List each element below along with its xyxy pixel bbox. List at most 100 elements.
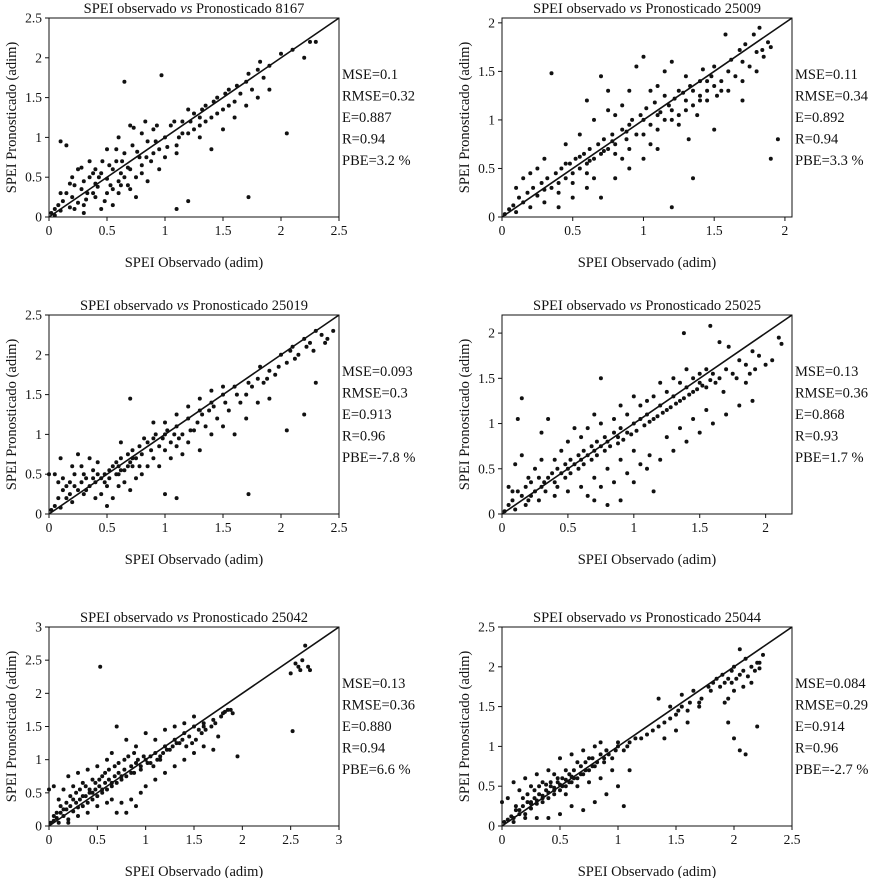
data-point [662,69,667,74]
data-point [536,475,541,480]
data-point [625,744,630,749]
data-point [91,468,96,473]
data-point [98,664,103,669]
data-point [84,197,89,202]
stat-line: R=0.93 [795,429,838,445]
data-point [76,167,80,172]
data-point [56,480,61,485]
data-point [523,503,528,507]
x-tick-label: 2.5 [784,832,801,847]
data-point [776,335,781,340]
data-point [128,187,133,192]
data-point [128,488,133,493]
data-point [64,800,69,805]
data-point [598,752,603,757]
data-point [544,782,549,787]
data-point [186,131,191,136]
data-point [313,39,318,44]
data-point [517,195,521,200]
data-point [529,784,533,789]
plot-frame [48,314,340,515]
data-point [145,179,150,184]
x-tick-label: 0.5 [89,832,106,847]
data-point [159,73,164,78]
data-point [279,51,283,56]
data-point [230,711,235,716]
title-station: Pronosticado 25019 [189,298,308,314]
data-point [664,435,669,440]
data-point [61,787,66,792]
data-point [664,389,669,394]
data-point [510,489,515,494]
data-point [87,484,92,489]
data-point [319,332,324,337]
data-point [110,167,115,172]
data-point [201,744,206,749]
data-point [583,760,588,765]
data-point [102,480,107,485]
data-point [106,767,111,772]
data-point [215,416,220,421]
data-point [137,155,142,160]
data-point [662,720,667,725]
data-point [602,448,607,453]
data-point [533,489,537,494]
data-point [656,696,661,701]
data-point [513,804,518,809]
data-point [585,493,590,498]
data-point [81,492,86,497]
data-point [192,428,196,433]
chart-title: SPEI observado vs Pronosticado 25025 [533,298,761,314]
data-point [197,396,202,401]
data-point [598,484,603,489]
data-point [715,93,719,98]
data-point [265,376,270,381]
y-tick-label: 2.5 [25,653,42,668]
data-point [528,171,533,176]
data-point [76,200,80,205]
data-point [684,367,689,372]
data-point [616,784,620,789]
data-point [604,748,609,753]
data-point [683,108,688,113]
data-point [686,137,691,142]
data-point [668,405,673,410]
data-point [93,787,98,792]
data-point [520,804,525,809]
data-point [760,48,765,52]
data-point [683,74,688,79]
title-station: Pronosticado 8167 [192,1,304,17]
data-point [143,731,148,736]
data-point [149,159,154,164]
data-point [540,780,545,785]
data-point [559,471,564,476]
data-point [737,748,742,753]
data-point [540,793,545,798]
data-point [49,211,54,215]
data-point [85,767,90,772]
x-tick-label: 0 [499,223,506,238]
data-point [201,724,206,729]
data-point [620,127,625,132]
data-point [226,408,231,413]
data-point [80,804,85,809]
data-point [678,398,682,403]
data-point [296,664,301,669]
data-point [244,79,249,84]
data-point [129,770,134,775]
data-point [534,816,539,820]
data-point [699,696,704,701]
data-point [52,207,57,211]
data-point [553,171,558,176]
scatter-panel-25042: SPEI observado vs Pronosticado 25042 0 0.5… [4,610,415,878]
data-point [587,158,592,163]
data-point [625,471,630,476]
scatter-panel-25019: SPEI observado vs Pronosticado 25019 0 0.5… [4,298,415,568]
data-point [730,371,735,376]
data-point [651,489,656,494]
stat-line: MSE=0.11 [795,67,858,83]
data-point [60,476,65,481]
data-point [519,396,524,401]
data-point [226,87,231,92]
data-point [662,117,667,122]
